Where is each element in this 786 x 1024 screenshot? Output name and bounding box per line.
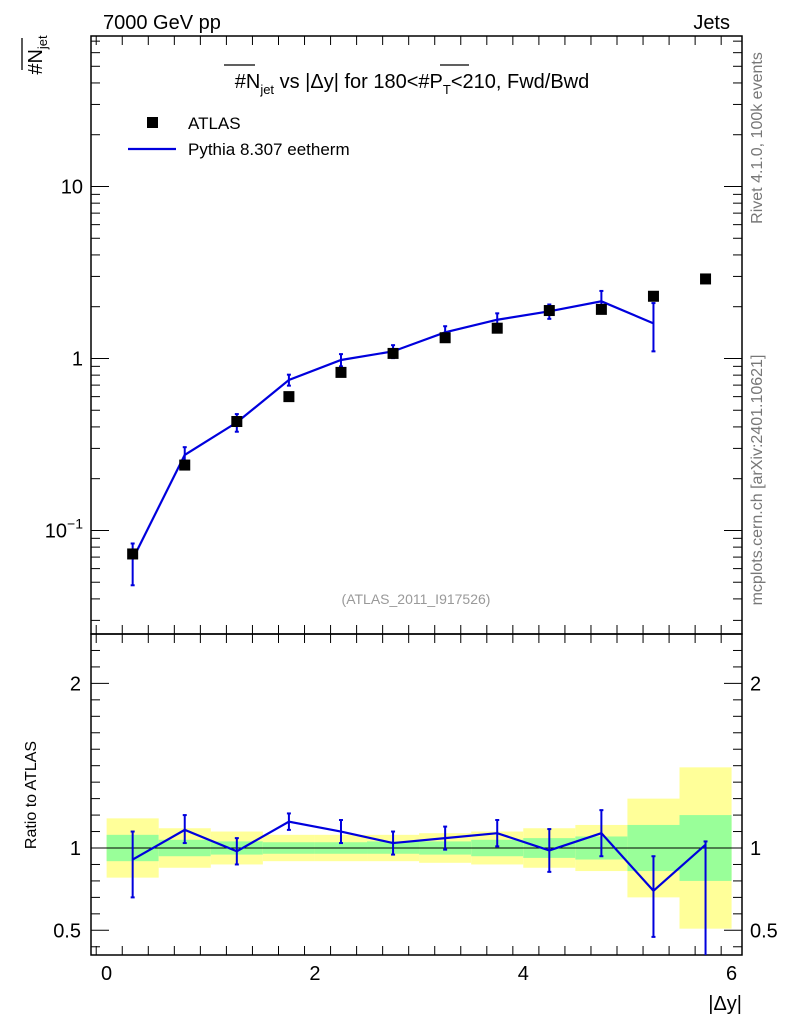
atlas-point-3 (283, 391, 295, 403)
mc-main-polyline (131, 300, 654, 560)
main-y-tick-label-0: 10−1 (45, 515, 83, 542)
title-pt-subscript: T (443, 82, 451, 97)
atlas-point-9 (595, 303, 607, 315)
title-n-symbol: N (246, 71, 260, 93)
legend-atlas-label: ATLAS (188, 114, 241, 133)
title-pt-symbol: P (430, 71, 443, 93)
ratio-frame-rect (90, 633, 743, 956)
title-n-subscript: jet (259, 82, 274, 97)
main-y-axis-label: #Njet (25, 35, 50, 75)
header-left-label: 7000 GeV pp (103, 12, 221, 34)
atlas-point-11 (700, 273, 712, 285)
ratio-y-tick-label-left-0: 0.5 (53, 920, 81, 942)
x-tick-label-0: 0 (101, 963, 112, 985)
x-axis-label: |Δy| (708, 993, 742, 1015)
ratio-polyline (132, 820, 707, 893)
x-tick-label-1: 2 (309, 963, 320, 985)
ratio-y-tick-label-right-1: 1 (750, 838, 761, 860)
mcplots-label: mcplots.cern.ch [arXiv:2401.10621] (749, 355, 766, 606)
atlas-point-1 (179, 459, 191, 471)
x-tick-label-3: 6 (726, 963, 737, 985)
main-plot-title: #Njet vs |Δy| for 180<#PT<210, Fwd/Bwd (235, 71, 590, 97)
main-y-axis-ticks (91, 36, 742, 634)
ratio-mc-line (132, 820, 707, 893)
ratio-y-tick-label-right-2: 2 (750, 673, 761, 695)
title-tail-text: <210, Fwd/Bwd (451, 71, 589, 93)
main-y-tick-label-1: 1 (72, 348, 83, 370)
x-tick-label-2: 4 (518, 963, 529, 985)
atlas-point-10 (647, 290, 659, 302)
ratio-mc-error-bars (130, 809, 708, 955)
atlas-point-4 (335, 366, 347, 378)
legend: ATLAS Pythia 8.307 eetherm (128, 114, 350, 159)
ratio-y-axis-label: Ratio to ATLAS (23, 741, 40, 849)
main-y-tick-label-2: 10 (61, 176, 83, 198)
atlas-point-7 (491, 322, 503, 334)
ratio-axis-ticks (91, 634, 742, 955)
main-y-axis-tick-labels: 10−1 1 10 (45, 176, 83, 542)
ratio-axis-tick-labels: 0.5 0.5 1 1 2 2 0 2 4 6 (53, 673, 778, 985)
ratio-y-tick-label-left-2: 2 (70, 673, 81, 695)
atlas-point-6 (439, 332, 451, 344)
mc-series-line-main (131, 300, 654, 560)
mc-series-error-bars-main (130, 289, 656, 587)
title-middle-text: vs |Δy| for 180< (274, 71, 418, 93)
ratio-panel-frame (90, 633, 743, 956)
header-right-label: Jets (693, 12, 730, 34)
atlas-point-8 (543, 305, 555, 317)
atlas-point-5 (387, 347, 399, 359)
atlas-point-0 (127, 548, 139, 560)
ratio-y-tick-label-right-0: 0.5 (750, 920, 778, 942)
legend-pythia-label: Pythia 8.307 eetherm (188, 140, 350, 159)
atlas-data-points (127, 273, 712, 560)
ratio-y-tick-label-left-1: 1 (70, 838, 81, 860)
legend-atlas-marker (147, 117, 158, 128)
atlas-point-2 (231, 416, 243, 428)
analysis-watermark: (ATLAS_2011_I917526) (342, 591, 491, 607)
rivet-version-label: Rivet 4.1.0, 100k events (749, 52, 766, 224)
